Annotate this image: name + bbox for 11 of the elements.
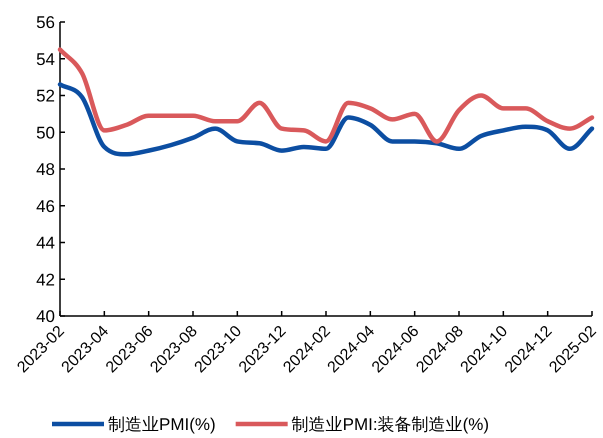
- y-tick-label: 48: [36, 160, 55, 179]
- y-tick-label: 52: [36, 86, 55, 106]
- y-tick-label: 44: [36, 234, 55, 252]
- y-tick-label: 50: [36, 123, 55, 142]
- y-tick-label: 54: [36, 50, 55, 69]
- legend-label: 制造业PMI(%): [108, 415, 216, 434]
- y-tick-label: 40: [36, 307, 55, 326]
- y-tick-label: 56: [36, 13, 55, 32]
- y-tick-label: 46: [36, 196, 55, 216]
- y-tick-label: 42: [36, 270, 55, 290]
- legend-label: 制造业PMI:装备制造业(%): [292, 415, 490, 434]
